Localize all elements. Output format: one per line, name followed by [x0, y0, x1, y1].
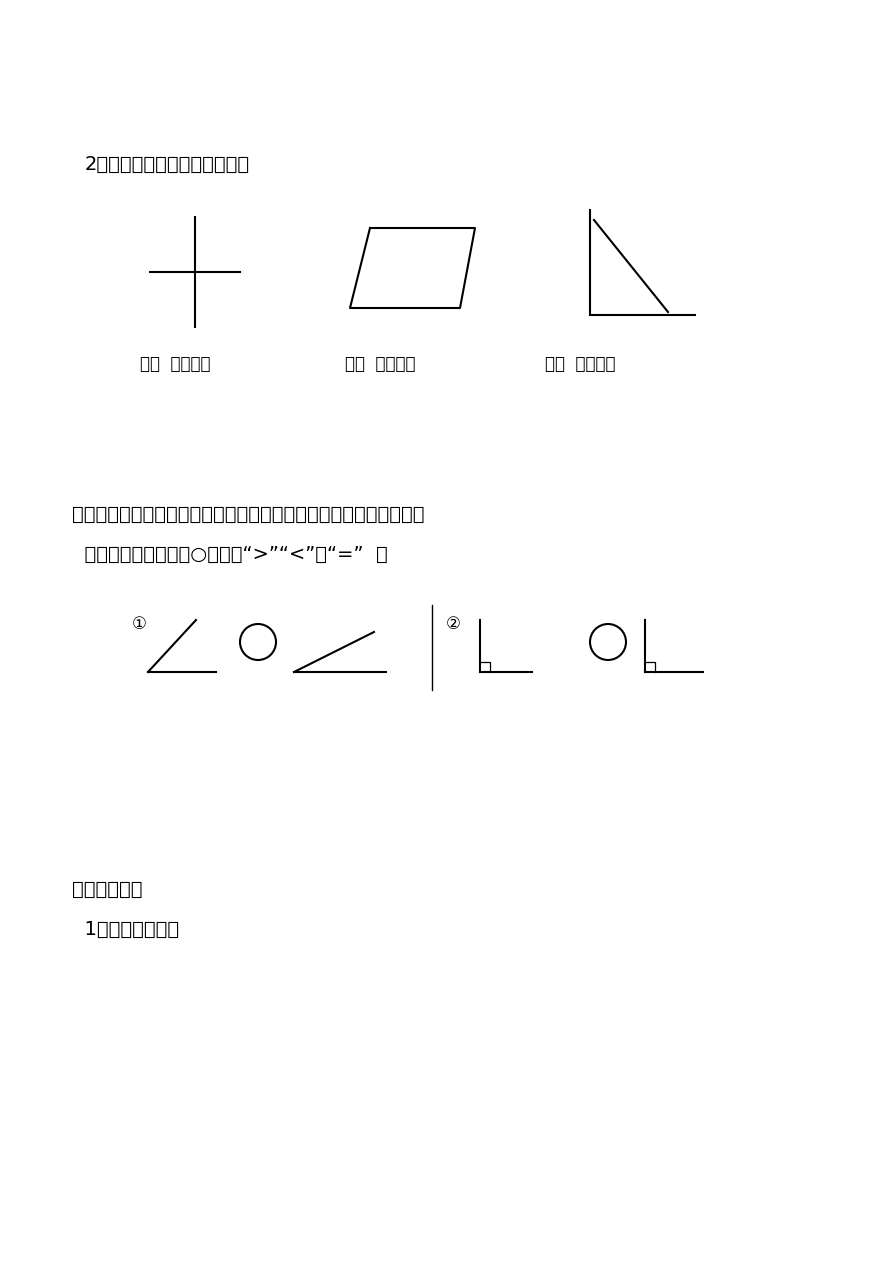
Text: ②: ②: [446, 615, 461, 634]
Text: 五、比一比。（用三角板上的角比比看：下面各题左右两个角，哪个: 五、比一比。（用三角板上的角比比看：下面各题左右两个角，哪个: [72, 505, 425, 524]
Text: 1．画一个直角。: 1．画一个直角。: [72, 920, 179, 939]
Text: 有（  ）个直角: 有（ ）个直角: [140, 355, 211, 374]
Text: ①: ①: [132, 615, 147, 634]
Text: 2．下面图形中各有几个直角。: 2．下面图形中各有几个直角。: [85, 155, 250, 174]
Text: 有（  ）个直角: 有（ ）个直角: [545, 355, 615, 374]
Text: 有（  ）个直角: 有（ ）个直角: [345, 355, 416, 374]
Text: 六、画一画。: 六、画一画。: [72, 880, 143, 899]
Text: 角大？哪个角小？在○里填上“>”“<”或“=”  ）: 角大？哪个角小？在○里填上“>”“<”或“=” ）: [72, 545, 388, 564]
